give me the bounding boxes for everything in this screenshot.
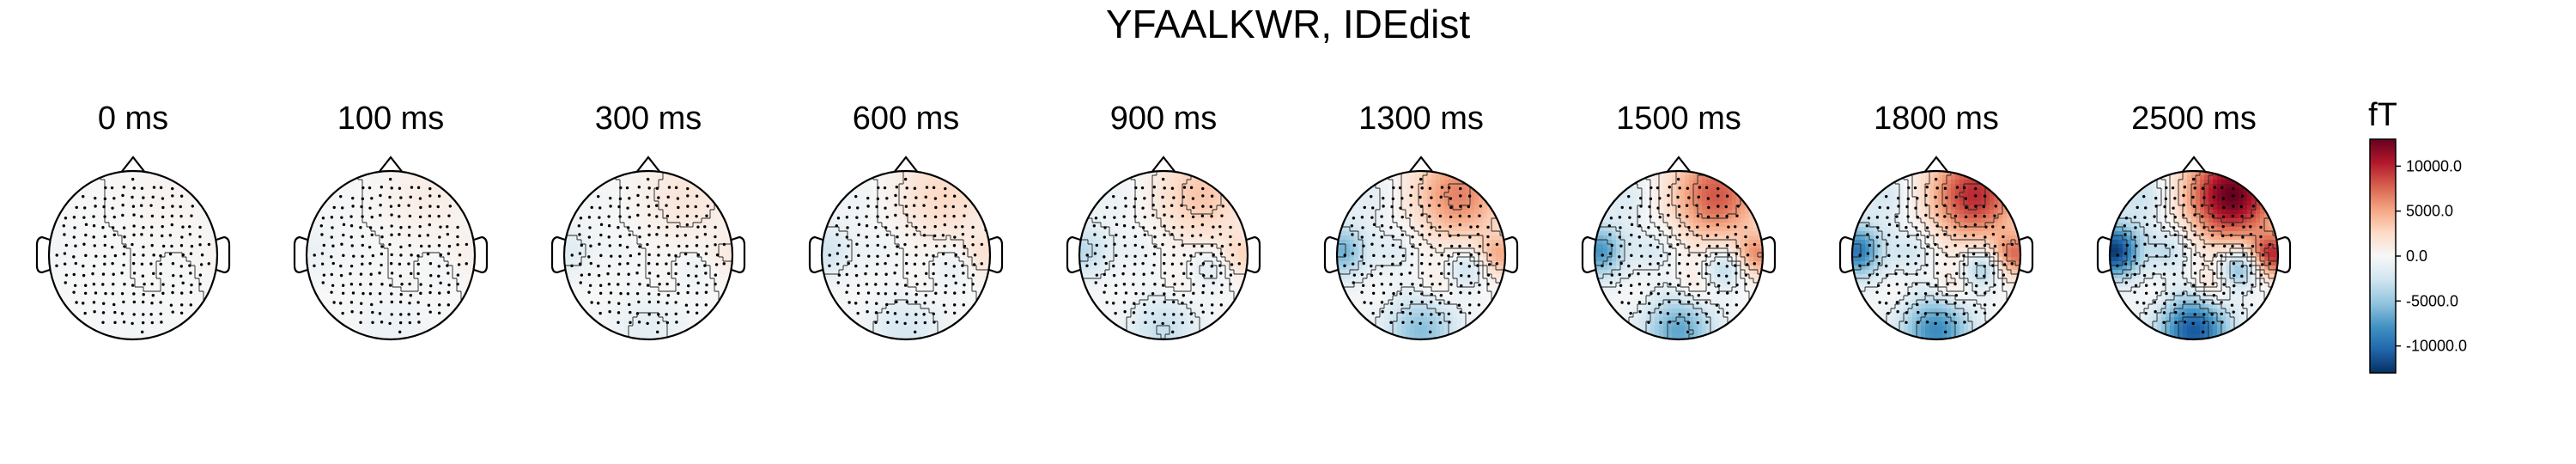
panel-time-label: 300 ms xyxy=(595,101,702,137)
topomap-panel: 0 ms xyxy=(35,101,231,341)
left-ear-icon xyxy=(1838,235,1854,274)
head-outline xyxy=(2108,169,2280,341)
sensor-dots xyxy=(55,177,211,334)
head-outline xyxy=(305,169,477,341)
nose-icon xyxy=(894,156,918,173)
sensor-dots xyxy=(828,177,984,334)
right-ear-icon xyxy=(2019,235,2034,274)
colorbar-tick-label: 5000.0 xyxy=(2406,203,2453,220)
nose-icon xyxy=(636,156,660,173)
panel-time-label: 1300 ms xyxy=(1358,101,1484,137)
left-ear-icon xyxy=(1581,235,1596,274)
right-ear-icon xyxy=(2276,235,2292,274)
head-outline xyxy=(1593,169,1765,341)
sensor-dots xyxy=(1858,177,2014,334)
colorbar-tick-label: 10000.0 xyxy=(2406,157,2462,174)
nose-icon xyxy=(379,156,403,173)
topomap-panel: 2500 ms xyxy=(2096,101,2292,341)
left-ear-icon xyxy=(35,235,51,274)
head-outline xyxy=(1850,169,2022,341)
topomap-panel: 900 ms xyxy=(1066,101,1261,341)
right-ear-icon xyxy=(988,235,1004,274)
panel-time-label: 0 ms xyxy=(98,101,168,137)
nose-icon xyxy=(2182,156,2206,173)
panel-time-label: 900 ms xyxy=(1110,101,1218,137)
colorbar-unit: fT xyxy=(2368,97,2397,133)
sensor-dots xyxy=(313,177,469,334)
figure-title: YFAALKWR, IDEdist xyxy=(1106,2,1471,46)
right-ear-icon xyxy=(1246,235,1261,274)
head-outline xyxy=(562,169,734,341)
sensor-dots xyxy=(2116,177,2272,334)
colorbar-tick-label: -5000.0 xyxy=(2406,292,2458,309)
panel-time-label: 1500 ms xyxy=(1616,101,1741,137)
sensor-dots xyxy=(570,177,726,334)
head-outline xyxy=(820,169,992,341)
topomap-panel: 600 ms xyxy=(808,101,1004,341)
right-ear-icon xyxy=(731,235,746,274)
nose-icon xyxy=(1409,156,1433,173)
right-ear-icon xyxy=(216,235,231,274)
head-outline xyxy=(1335,169,1507,341)
panel-time-label: 600 ms xyxy=(853,101,960,137)
topomap-panel: 1500 ms xyxy=(1581,101,1777,341)
left-ear-icon xyxy=(1066,235,1081,274)
topomap-panel: 100 ms xyxy=(293,101,489,341)
left-ear-icon xyxy=(2096,235,2111,274)
topomap-panel: 300 ms xyxy=(550,101,746,341)
head-outline xyxy=(1078,169,1249,341)
nose-icon xyxy=(121,156,145,173)
colorbar-tick-label: 0.0 xyxy=(2406,247,2427,265)
panel-time-label: 2500 ms xyxy=(2131,101,2257,137)
nose-icon xyxy=(1924,156,1948,173)
topomap-panels: 0 ms 100 ms 300 ms 600 ms 900 ms 1300 ms 1500 … xyxy=(35,101,2292,341)
field-map xyxy=(822,171,990,339)
panel-time-label: 1800 ms xyxy=(1874,101,1999,137)
colorbar-tick-label: -10000.0 xyxy=(2406,338,2467,355)
left-ear-icon xyxy=(808,235,823,274)
colorbar: fT 10000.0 5000.0 0.0 -5000.0 -10000.0 xyxy=(2368,97,2467,374)
sensor-dots xyxy=(1601,177,1757,334)
left-ear-icon xyxy=(1323,235,1339,274)
topomap-panel: 1300 ms xyxy=(1323,101,1519,341)
left-ear-icon xyxy=(550,235,566,274)
right-ear-icon xyxy=(1504,235,1519,274)
panel-time-label: 100 ms xyxy=(337,101,445,137)
left-ear-icon xyxy=(293,235,308,274)
nose-icon xyxy=(1151,156,1176,173)
head-outline xyxy=(47,169,219,341)
colorbar-scale xyxy=(2369,138,2397,374)
topomap-panel: 1800 ms xyxy=(1838,101,2034,341)
nose-icon xyxy=(1667,156,1691,173)
sensor-dots xyxy=(1343,177,1499,334)
sensor-dots xyxy=(1085,177,1242,334)
right-ear-icon xyxy=(1761,235,1777,274)
right-ear-icon xyxy=(473,235,489,274)
